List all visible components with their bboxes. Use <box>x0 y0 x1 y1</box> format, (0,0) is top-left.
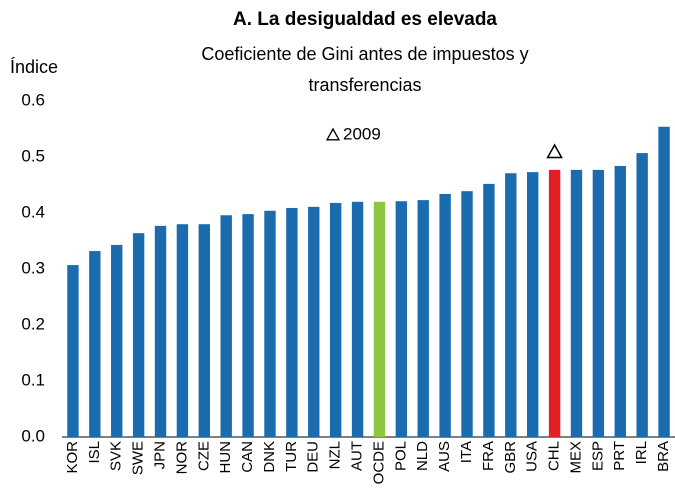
legend-label: 2009 <box>343 124 381 143</box>
x-tick-label: DEU <box>305 441 322 473</box>
bar <box>570 169 583 437</box>
x-tick-label: CAN <box>239 441 256 473</box>
y-tick-label: 0.1 <box>21 370 45 389</box>
x-tick-label: BRA <box>655 441 672 472</box>
x-tick-label: ISL <box>86 441 103 464</box>
y-tick-label: 0.2 <box>21 314 45 333</box>
bar <box>308 206 320 437</box>
x-tick-label: NOR <box>173 441 190 475</box>
bar <box>483 183 495 437</box>
bar <box>636 153 648 437</box>
bar <box>111 244 123 437</box>
bar <box>198 224 210 437</box>
bar <box>176 224 189 437</box>
bar <box>439 193 451 437</box>
x-tick-label: AUS <box>436 441 453 472</box>
bar <box>505 173 517 438</box>
x-tick-label: TUR <box>283 441 300 472</box>
bar <box>329 202 342 437</box>
x-tick-label: AUT <box>349 441 366 471</box>
y-tick-label: 0.3 <box>21 258 45 277</box>
x-tick-label: MEX <box>567 441 584 474</box>
x-tick-label: NLD <box>414 441 431 471</box>
chart-subtitle: transferencias <box>308 75 421 95</box>
bar <box>548 169 561 437</box>
y-tick-label: 0.0 <box>21 426 45 445</box>
bar <box>592 169 605 437</box>
x-tick-label: SWE <box>130 441 147 475</box>
x-tick-label: GBR <box>502 441 519 474</box>
bar <box>132 233 145 437</box>
y-tick-label: 0.5 <box>21 146 45 165</box>
x-tick-label: JPN <box>151 441 168 469</box>
y-tick-label: 0.4 <box>21 202 45 221</box>
y-tick-label: 0.6 <box>21 90 45 109</box>
legend-marker <box>325 127 341 141</box>
x-tick-label: ITA <box>458 441 475 463</box>
bar <box>89 251 101 437</box>
bar <box>220 215 232 437</box>
marker-2009 <box>546 143 563 159</box>
chart-subtitle: Coeficiente de Gini antes de impuestos y <box>201 44 528 64</box>
bar <box>461 191 473 437</box>
x-tick-label: SVK <box>108 441 125 471</box>
x-tick-label: USA <box>524 441 541 472</box>
bar <box>351 201 364 437</box>
x-tick-label: IRL <box>633 441 650 464</box>
chart-title: A. La desigualdad es elevada <box>233 9 497 30</box>
x-tick-label: KOR <box>64 441 81 474</box>
x-tick-label: ESP <box>589 441 606 471</box>
bar <box>527 172 539 437</box>
bar <box>67 265 79 437</box>
y-axis-label: Índice <box>10 57 58 77</box>
bar <box>242 214 254 437</box>
x-tick-label: HUN <box>217 441 234 474</box>
x-tick-label: OCDE <box>370 441 387 484</box>
bar <box>154 225 167 437</box>
x-tick-label: PRT <box>611 441 628 471</box>
bar <box>614 165 626 437</box>
bar <box>417 200 429 437</box>
x-tick-label: CZE <box>195 441 212 471</box>
bar <box>264 210 276 437</box>
x-tick-label: DNK <box>261 441 278 473</box>
bar <box>658 126 670 437</box>
bar <box>286 207 298 437</box>
x-tick-label: FRA <box>480 441 497 471</box>
bar <box>373 201 386 437</box>
bar <box>395 201 408 437</box>
x-tick-label: NZL <box>327 441 344 469</box>
x-tick-label: CHL <box>546 441 563 471</box>
x-tick-label: POL <box>392 441 409 471</box>
